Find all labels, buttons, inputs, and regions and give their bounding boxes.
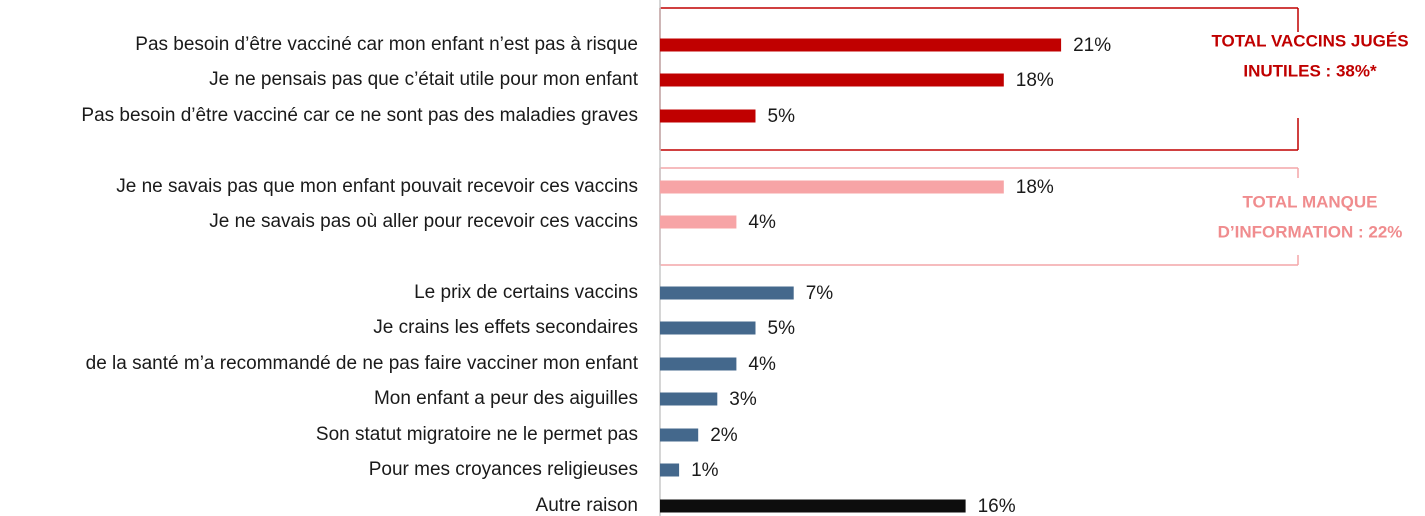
category-label: Autre raison xyxy=(536,495,638,516)
annotation: TOTAL MANQUE xyxy=(1242,192,1377,211)
category-label: Pas besoin d’être vacciné car mon enfant… xyxy=(135,34,638,55)
bar xyxy=(660,428,699,442)
value-label: 4% xyxy=(748,354,776,375)
value-label: 4% xyxy=(748,212,776,233)
value-label: 5% xyxy=(768,106,796,127)
bar xyxy=(660,286,794,300)
bar xyxy=(660,321,756,335)
value-label: 21% xyxy=(1073,35,1111,56)
value-label: 18% xyxy=(1016,70,1054,91)
category-label: Son statut migratoire ne le permet pas xyxy=(316,424,638,445)
category-label: Je ne savais pas que mon enfant pouvait … xyxy=(116,176,638,197)
category-label: Je ne savais pas où aller pour recevoir … xyxy=(209,211,638,232)
value-label: 1% xyxy=(691,460,719,481)
value-label: 18% xyxy=(1016,177,1054,198)
bar xyxy=(660,38,1062,52)
annotation: D’INFORMATION : 22% xyxy=(1218,222,1403,241)
bar xyxy=(660,499,966,513)
category-label: Pour mes croyances religieuses xyxy=(369,459,638,480)
value-label: 2% xyxy=(710,425,738,446)
bar xyxy=(660,180,1004,194)
bar xyxy=(660,109,756,123)
category-label: de la santé m’a recommandé de ne pas fai… xyxy=(86,353,639,374)
bar xyxy=(660,215,737,229)
annotation: INUTILES : 38%* xyxy=(1243,61,1377,80)
value-label: 7% xyxy=(806,283,834,304)
category-label: Pas besoin d’être vacciné car ce ne sont… xyxy=(81,105,638,126)
category-label: Je ne pensais pas que c’était utile pour… xyxy=(209,69,639,90)
category-label: Le prix de certains vaccins xyxy=(414,282,638,303)
category-label: Je crains les effets secondaires xyxy=(373,317,638,338)
bar xyxy=(660,357,737,371)
value-label: 16% xyxy=(978,496,1016,516)
bar xyxy=(660,73,1004,87)
value-label: 5% xyxy=(768,318,796,339)
bar xyxy=(660,463,680,477)
value-label: 3% xyxy=(729,389,757,410)
bar xyxy=(660,392,718,406)
category-label: Mon enfant a peur des aiguilles xyxy=(374,388,638,409)
annotation: TOTAL VACCINS JUGÉS xyxy=(1211,31,1408,50)
